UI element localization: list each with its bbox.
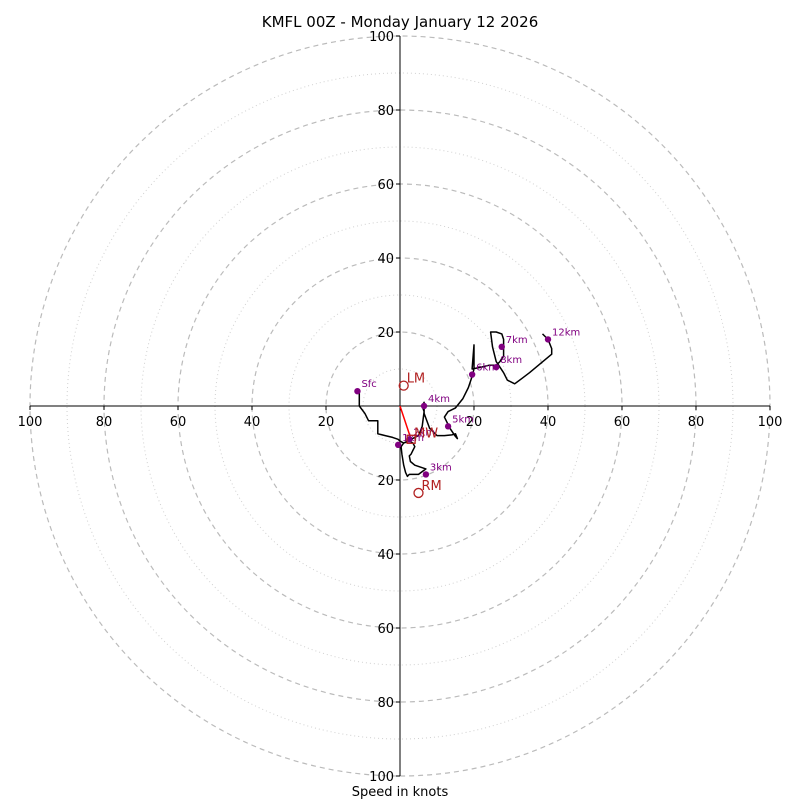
height-marker-8km [493, 363, 500, 371]
x-tick-label: 100 [758, 415, 783, 430]
motion-marker-mw [406, 434, 416, 444]
x-tick-label: 40 [540, 415, 557, 430]
x-tick-label: 80 [688, 415, 705, 430]
height-marker-1km [394, 441, 402, 449]
y-tick-label: 60 [377, 178, 394, 193]
height-marker-7km [498, 343, 505, 350]
storm-motions: LM RM MW [398, 372, 442, 499]
shear-vector [399, 405, 412, 440]
height-label-7km: 7km [506, 335, 528, 346]
y-tick-label: 100 [369, 30, 394, 45]
motion-label-mw: MW [414, 426, 438, 441]
y-tick-label: 100 [369, 770, 394, 785]
height-label-5km: 5km [452, 414, 474, 425]
height-marker-3km [422, 471, 430, 478]
height-marker-6km [468, 371, 476, 378]
y-tick-label: 80 [377, 104, 394, 119]
y-tick-label: 20 [377, 326, 394, 341]
x-tick-label: 20 [318, 415, 335, 430]
motion-label-lm: LM [407, 372, 425, 387]
x-tick-label: 60 [614, 415, 631, 430]
height-label-4km: 4km [428, 394, 450, 405]
axis-ticks: 100 80 60 40 20 20 40 60 80 100 100 80 60 40 20 20 40 60 8… [18, 30, 783, 785]
x-tick-label: 80 [96, 415, 113, 430]
height-marker-sfc [354, 388, 361, 395]
y-tick-label: 20 [377, 474, 394, 489]
height-label-2km: 2km [413, 427, 435, 438]
x-tick-label: 20 [466, 415, 483, 430]
motion-label-rm: RM [422, 479, 442, 494]
height-label-6km: 6km [476, 363, 498, 374]
height-marker-5km [444, 423, 452, 430]
hodograph-trace [358, 331, 553, 478]
motion-marker-lm [398, 380, 409, 391]
height-marker-12km [544, 336, 552, 343]
height-label-3km: 3km [430, 462, 452, 473]
height-label-8km: 8km [500, 355, 522, 366]
hodograph-line [358, 331, 553, 478]
y-tick-label: 40 [377, 548, 394, 563]
chart-title: KMFL 00Z - Monday January 12 2026 [262, 13, 539, 31]
motion-marker-rm [413, 487, 424, 499]
y-tick-label: 60 [377, 622, 394, 637]
x-axis-label: Speed in knots [352, 785, 449, 800]
x-tick-label: 40 [244, 415, 261, 430]
x-tick-label: 60 [170, 415, 187, 430]
y-tick-label: 40 [377, 252, 394, 267]
height-label-12km: 12km [552, 327, 580, 338]
y-tick-label: 80 [377, 696, 394, 711]
height-label-1km: 1km [402, 433, 424, 444]
x-tick-label: 100 [18, 415, 43, 430]
height-marker-4km [420, 402, 428, 410]
height-label-sfc: Sfc [361, 379, 376, 390]
